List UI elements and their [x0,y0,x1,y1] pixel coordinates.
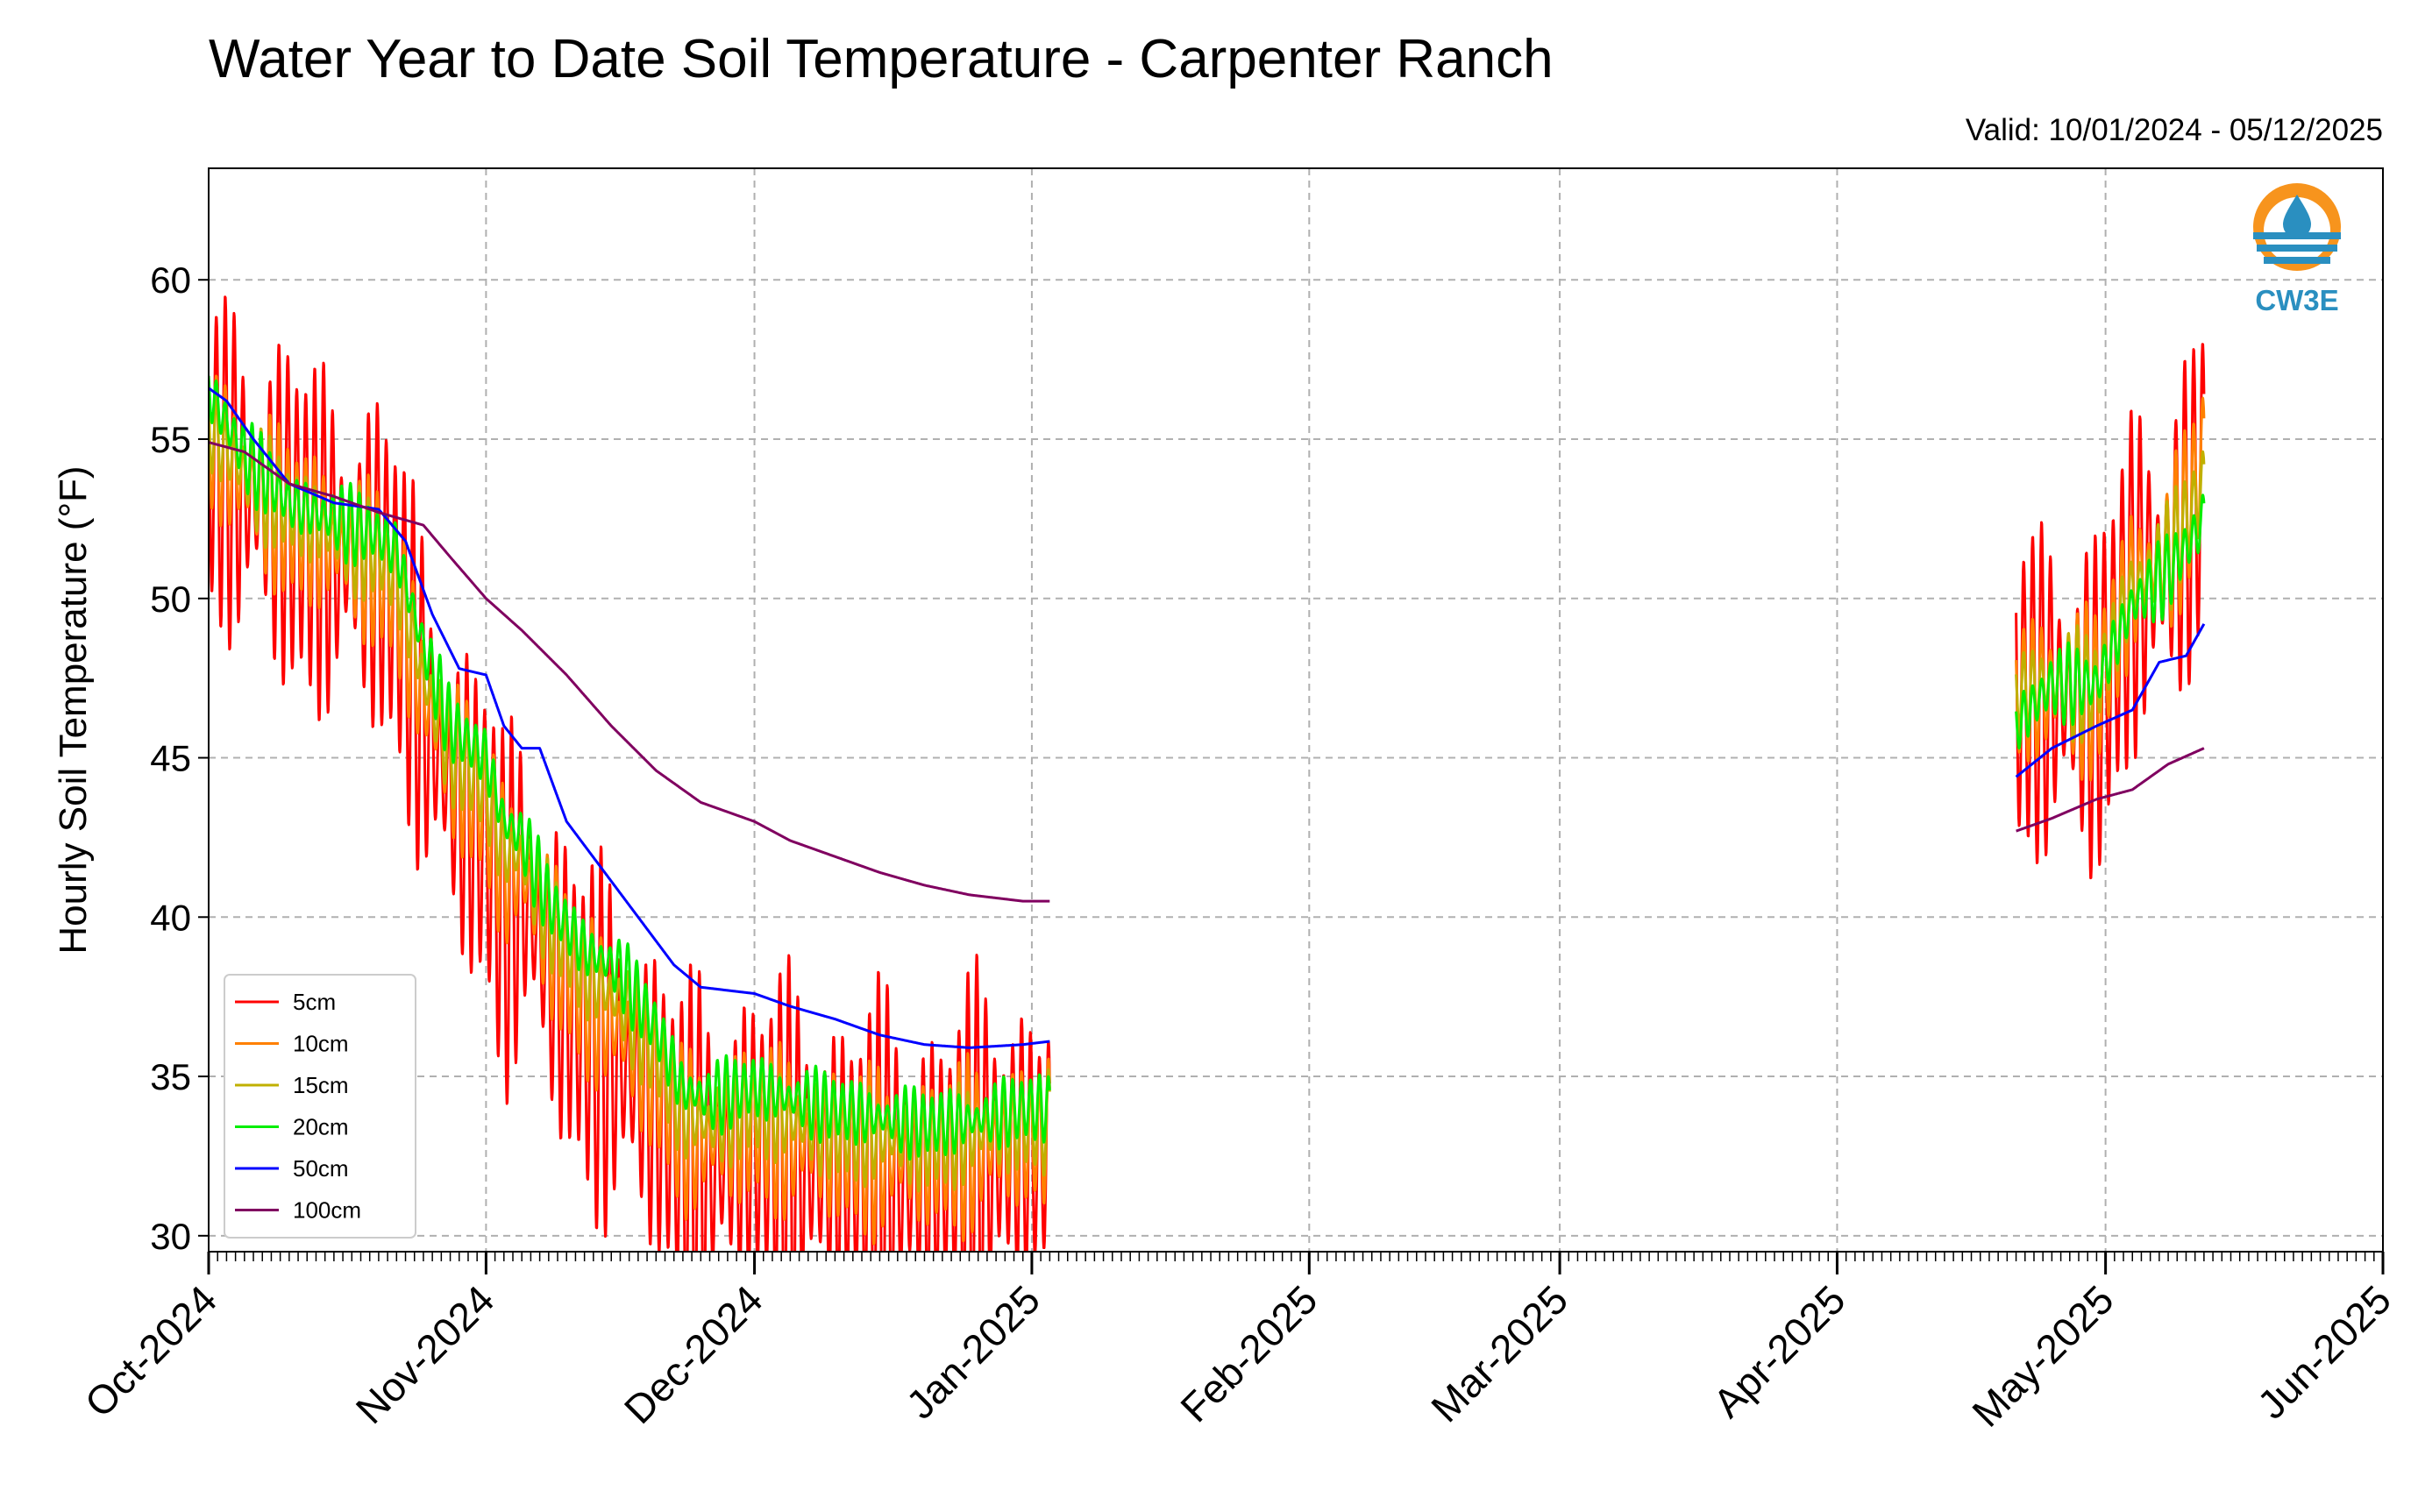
logo-wave-3 [2264,257,2330,264]
logo-text: CW3E [2255,284,2338,316]
x-minor-ticks [208,1252,2384,1261]
logo-droplet-icon [2283,195,2311,238]
y-tick-label: 30 [150,1216,191,1257]
legend-label-15cm: 15cm [293,1072,349,1098]
legend-label-10cm: 10cm [293,1031,349,1057]
y-axis-label: Hourly Soil Temperature (°F) [52,465,95,954]
legend-label-20cm: 20cm [293,1114,349,1140]
series-line-20cm [209,375,2206,1161]
y-axis-ticks: 30 35 40 45 50 55 60 [150,259,209,1257]
logo-wave-2 [2257,245,2337,252]
plot-frame [208,167,2384,1253]
y-tick-label: 50 [150,579,191,620]
legend-box [224,974,416,1239]
legend-label-100cm: 100cm [293,1197,361,1224]
chart-title: Water Year to Date Soil Temperature - Ca… [209,29,1554,89]
y-tick-label: 45 [150,738,191,779]
series-line-50cm [209,387,2206,1049]
series-lines [209,295,2206,1252]
y-tick-label: 35 [150,1056,191,1097]
series-line-100cm [209,441,2205,903]
legend-label-50cm: 50cm [293,1155,349,1182]
y-tick-label: 55 [150,419,191,460]
legend-label-5cm: 5cm [293,989,336,1015]
cw3e-logo: CW3E [2253,183,2341,316]
chart-subtitle: Valid: 10/01/2024 - 05/12/2025 [1966,113,2383,147]
legend: 5cm 10cm 15cm 20cm 50cm 100cm [224,974,416,1239]
y-tick-label: 60 [150,259,191,301]
y-tick-label: 40 [150,897,191,938]
